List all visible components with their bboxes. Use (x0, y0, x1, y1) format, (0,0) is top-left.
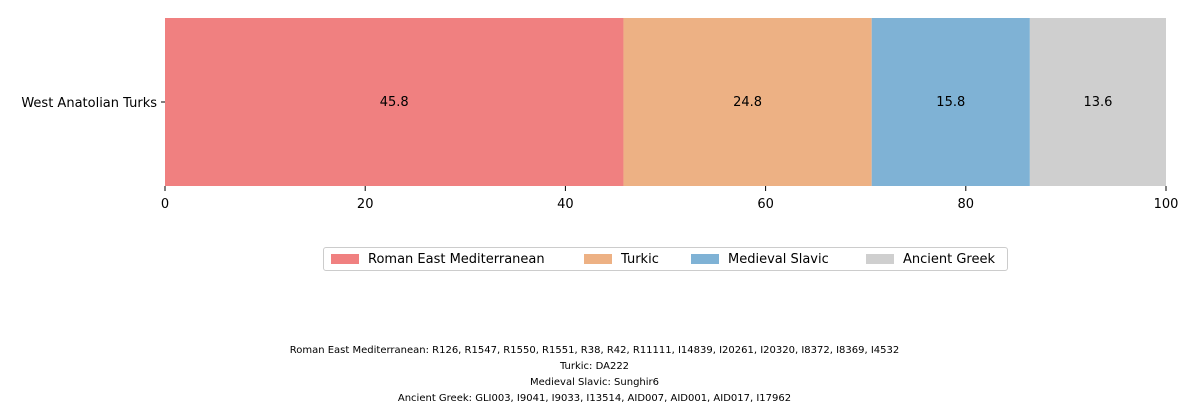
x-tick-label: 40 (557, 197, 574, 212)
legend-item-roman-east-mediterranean: Roman East Mediterranean (331, 248, 545, 270)
legend-swatch (331, 254, 359, 264)
data-label-ancient-greek: 13.6 (1083, 95, 1112, 110)
data-label-roman-east-mediterranean: 45.8 (380, 95, 409, 110)
data-label-medieval-slavic: 15.8 (936, 95, 965, 110)
legend-label: Roman East Mediterranean (368, 251, 545, 267)
legend-item-medieval-slavic: Medieval Slavic (691, 248, 829, 270)
legend-item-turkic: Turkic (584, 248, 659, 270)
bar-segment-medieval-slavic (871, 18, 1030, 186)
stacked-bar-chart: 45.8 24.8 15.8 13.6 West Anatolian Turks 0 2… (21, 18, 1179, 212)
bar-segment-roman-east-mediterranean (165, 18, 624, 186)
footnote-turkic: Turkic: DA222 (559, 361, 630, 372)
legend: Roman East Mediterranean Turkic Medieval… (323, 247, 1008, 271)
bar-segments (165, 18, 1166, 186)
legend-swatch (691, 254, 719, 264)
x-tick-label: 60 (757, 197, 774, 212)
data-label-turkic: 24.8 (733, 95, 762, 110)
x-tick-label: 100 (1154, 197, 1179, 212)
bar-segment-ancient-greek (1029, 18, 1166, 186)
legend-label: Turkic (621, 251, 659, 267)
bar-segment-turkic (623, 18, 872, 186)
sample-footnotes: Roman East Mediterranean: R126, R1547, R… (0, 343, 1189, 407)
footnote-medieval-slavic: Medieval Slavic: Sunghir6 (529, 377, 660, 388)
legend-item-ancient-greek: Ancient Greek (866, 248, 995, 270)
y-axis: West Anatolian Turks (21, 96, 165, 111)
legend-swatch (866, 254, 894, 264)
x-tick-label: 0 (161, 197, 169, 212)
x-tick-label: 80 (958, 197, 975, 212)
legend-label: Medieval Slavic (728, 251, 829, 267)
y-tick-label: West Anatolian Turks (21, 96, 157, 111)
legend-swatch (584, 254, 612, 264)
footnote-roman-east-mediterranean: Roman East Mediterranean: R126, R1547, R… (289, 345, 900, 356)
legend-label: Ancient Greek (903, 251, 996, 267)
x-axis: 0 20 40 60 80 100 (161, 186, 1179, 212)
x-tick-label: 20 (357, 197, 374, 212)
bar-value-labels: 45.8 24.8 15.8 13.6 (380, 95, 1113, 110)
footnote-ancient-greek: Ancient Greek: GLI003, I9041, I9033, I13… (397, 393, 792, 404)
